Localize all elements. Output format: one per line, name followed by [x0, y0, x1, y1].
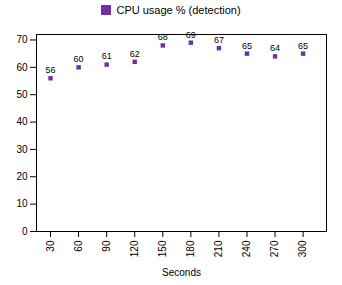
- svg-text:180: 180: [185, 240, 196, 257]
- svg-text:90: 90: [101, 240, 112, 252]
- svg-text:300: 300: [297, 240, 308, 257]
- svg-text:Seconds: Seconds: [162, 267, 201, 278]
- svg-text:60: 60: [16, 62, 28, 73]
- svg-text:68: 68: [158, 32, 168, 42]
- svg-text:64: 64: [270, 43, 280, 53]
- svg-text:30: 30: [45, 240, 56, 252]
- svg-text:40: 40: [16, 116, 28, 127]
- svg-text:61: 61: [102, 51, 112, 61]
- html-text:CPU usage % (detection): CPU usage % (detection): [116, 4, 241, 16]
- svg-text:62: 62: [130, 49, 140, 59]
- svg-text:67: 67: [214, 35, 224, 45]
- svg-text:30: 30: [16, 144, 28, 155]
- svg-text:20: 20: [16, 171, 28, 182]
- svg-text:65: 65: [242, 41, 252, 51]
- svg-text:70: 70: [16, 34, 28, 45]
- svg-text:50: 50: [16, 89, 28, 100]
- svg-text:240: 240: [241, 240, 252, 257]
- svg-text:150: 150: [157, 240, 168, 257]
- svg-text:10: 10: [16, 198, 28, 209]
- svg-text:60: 60: [74, 54, 84, 64]
- svg-text:210: 210: [213, 240, 224, 257]
- svg-text:56: 56: [46, 65, 56, 75]
- svg-text:65: 65: [298, 41, 308, 51]
- svg-text:270: 270: [269, 240, 280, 257]
- svg-text:69: 69: [186, 30, 196, 40]
- svg-text:60: 60: [73, 240, 84, 252]
- svg-text:120: 120: [129, 240, 140, 257]
- svg-text:0: 0: [22, 226, 28, 237]
